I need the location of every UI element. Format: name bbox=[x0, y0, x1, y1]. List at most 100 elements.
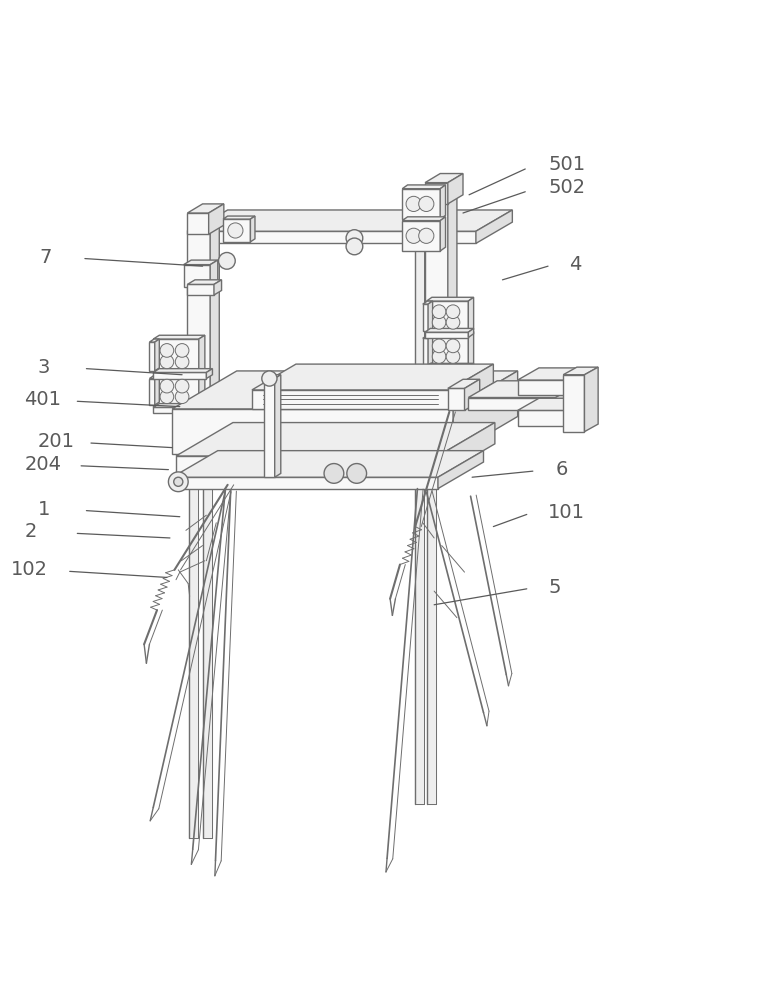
Polygon shape bbox=[469, 381, 584, 398]
Circle shape bbox=[228, 223, 243, 238]
Text: 102: 102 bbox=[11, 560, 47, 579]
Polygon shape bbox=[517, 398, 596, 410]
Polygon shape bbox=[427, 200, 436, 804]
Circle shape bbox=[432, 316, 446, 329]
Polygon shape bbox=[172, 371, 517, 409]
Polygon shape bbox=[251, 216, 255, 242]
Text: 2: 2 bbox=[24, 522, 37, 541]
Polygon shape bbox=[149, 339, 159, 342]
Text: 3: 3 bbox=[38, 358, 50, 377]
Polygon shape bbox=[199, 335, 205, 373]
Circle shape bbox=[346, 238, 363, 255]
Polygon shape bbox=[440, 185, 446, 219]
Polygon shape bbox=[153, 407, 207, 413]
Polygon shape bbox=[425, 183, 448, 204]
Polygon shape bbox=[210, 225, 219, 409]
Polygon shape bbox=[428, 301, 433, 331]
Polygon shape bbox=[425, 367, 469, 372]
Polygon shape bbox=[207, 404, 213, 413]
Polygon shape bbox=[423, 304, 428, 331]
Polygon shape bbox=[153, 404, 213, 407]
Text: 5: 5 bbox=[548, 578, 561, 597]
Circle shape bbox=[160, 355, 174, 369]
Text: 7: 7 bbox=[40, 248, 52, 267]
Polygon shape bbox=[428, 335, 433, 366]
Circle shape bbox=[160, 344, 174, 357]
Text: 501: 501 bbox=[548, 155, 585, 174]
Polygon shape bbox=[203, 230, 212, 838]
Circle shape bbox=[175, 355, 189, 369]
Polygon shape bbox=[563, 375, 584, 432]
Circle shape bbox=[432, 305, 446, 319]
Polygon shape bbox=[448, 379, 480, 388]
Polygon shape bbox=[187, 204, 224, 213]
Circle shape bbox=[160, 390, 174, 404]
Polygon shape bbox=[153, 369, 213, 372]
Polygon shape bbox=[427, 297, 474, 301]
Circle shape bbox=[447, 316, 459, 329]
Polygon shape bbox=[423, 335, 433, 338]
Circle shape bbox=[347, 464, 367, 483]
Polygon shape bbox=[425, 174, 463, 183]
Polygon shape bbox=[402, 217, 446, 221]
Polygon shape bbox=[427, 331, 474, 335]
Circle shape bbox=[174, 477, 183, 486]
Polygon shape bbox=[275, 375, 280, 477]
Polygon shape bbox=[153, 372, 205, 375]
Polygon shape bbox=[476, 210, 512, 243]
Circle shape bbox=[447, 305, 459, 319]
Polygon shape bbox=[207, 369, 213, 379]
Polygon shape bbox=[465, 379, 480, 410]
Polygon shape bbox=[252, 364, 493, 390]
Polygon shape bbox=[453, 371, 517, 454]
Circle shape bbox=[346, 230, 363, 246]
Polygon shape bbox=[191, 231, 476, 243]
Polygon shape bbox=[199, 372, 205, 407]
Circle shape bbox=[432, 339, 446, 353]
Polygon shape bbox=[448, 388, 465, 410]
Polygon shape bbox=[555, 381, 584, 410]
Polygon shape bbox=[184, 265, 210, 287]
Polygon shape bbox=[402, 221, 440, 251]
Polygon shape bbox=[440, 217, 446, 251]
Polygon shape bbox=[223, 216, 255, 219]
Polygon shape bbox=[469, 398, 555, 410]
Polygon shape bbox=[469, 297, 474, 333]
Polygon shape bbox=[187, 284, 214, 295]
Polygon shape bbox=[187, 280, 222, 284]
Polygon shape bbox=[153, 372, 207, 379]
Circle shape bbox=[262, 371, 277, 386]
Polygon shape bbox=[438, 423, 495, 477]
Polygon shape bbox=[425, 332, 469, 338]
Circle shape bbox=[175, 390, 189, 404]
Polygon shape bbox=[563, 367, 598, 375]
Polygon shape bbox=[415, 196, 424, 804]
Text: 502: 502 bbox=[548, 178, 585, 197]
Circle shape bbox=[447, 350, 459, 363]
Polygon shape bbox=[423, 338, 428, 366]
Polygon shape bbox=[402, 189, 440, 219]
Circle shape bbox=[168, 472, 188, 492]
Polygon shape bbox=[425, 363, 474, 367]
Polygon shape bbox=[438, 451, 484, 489]
Polygon shape bbox=[187, 213, 209, 234]
Circle shape bbox=[175, 344, 189, 357]
Circle shape bbox=[406, 228, 421, 243]
Polygon shape bbox=[191, 210, 512, 231]
Circle shape bbox=[418, 228, 434, 243]
Polygon shape bbox=[210, 260, 218, 287]
Text: 201: 201 bbox=[38, 432, 75, 451]
Polygon shape bbox=[448, 195, 457, 394]
Polygon shape bbox=[469, 328, 474, 338]
Polygon shape bbox=[264, 375, 280, 379]
Polygon shape bbox=[575, 368, 596, 395]
Polygon shape bbox=[517, 380, 575, 395]
Polygon shape bbox=[584, 367, 598, 432]
Polygon shape bbox=[448, 174, 463, 204]
Text: 1: 1 bbox=[38, 500, 50, 519]
Polygon shape bbox=[153, 339, 199, 373]
Polygon shape bbox=[189, 227, 198, 838]
Polygon shape bbox=[172, 477, 438, 489]
Polygon shape bbox=[450, 364, 493, 409]
Polygon shape bbox=[172, 409, 453, 454]
